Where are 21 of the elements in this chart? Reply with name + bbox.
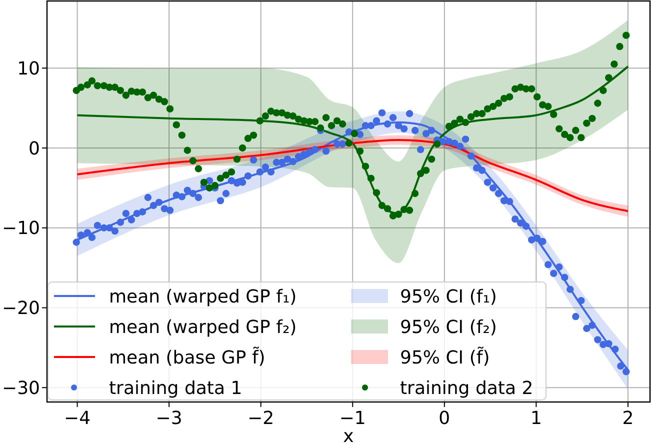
x-tick-label: 0 <box>438 408 450 429</box>
legend-label: 95% CI (f̃) <box>400 346 490 368</box>
x-tick-label: 1 <box>530 408 542 429</box>
y-tick-label: −10 <box>2 218 40 240</box>
legend-label: training data 2 <box>400 378 534 399</box>
y-tick-label: −30 <box>2 378 40 399</box>
legend-label: 95% CI (f₂) <box>400 316 497 338</box>
legend-label: mean (base GP f̃) <box>109 346 266 368</box>
y-tick-label: 10 <box>17 58 40 80</box>
legend-label: 95% CI (f₁) <box>400 286 497 308</box>
legend-label: training data 1 <box>109 378 242 399</box>
y-tick-label: 0 <box>28 138 40 160</box>
legend-label: mean (warped GP f₁) <box>109 286 297 308</box>
x-axis-title: x <box>343 426 354 447</box>
x-tick-label: 2 <box>622 408 634 429</box>
legend-label: mean (warped GP f₂) <box>109 316 297 338</box>
x-tick-label: −4 <box>64 408 91 429</box>
x-tick-label: −1 <box>339 408 366 429</box>
y-tick-label: −20 <box>2 298 40 320</box>
x-tick-label: −3 <box>156 408 182 429</box>
x-tick-label: −2 <box>248 408 274 429</box>
